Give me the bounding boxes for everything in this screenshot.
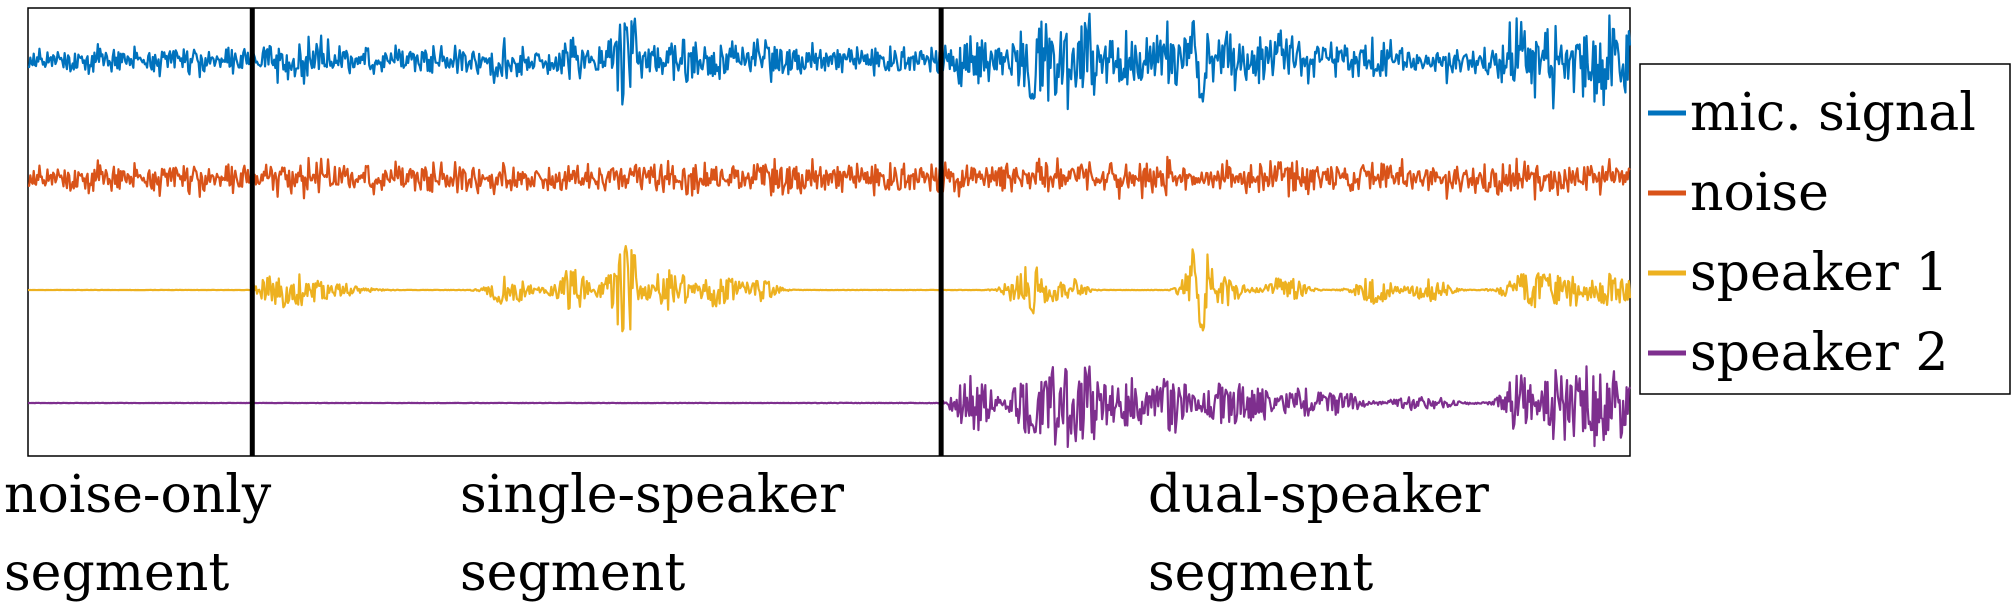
segment-label-noise-only-line2: segment [4, 543, 229, 603]
legend: mic. signal noise speaker 1 speaker 2 [1639, 63, 2011, 395]
series-line-speaker-2 [27, 365, 1632, 449]
series-line-speaker-1 [27, 245, 1632, 333]
legend-label-speaker-1: speaker 1 [1690, 243, 1949, 303]
plot-area [27, 7, 1631, 457]
segment-label-dual-speaker-line2: segment [1148, 543, 1373, 603]
series-line-mic-signal [27, 12, 1632, 111]
segment-labels: noise-only segment single-speaker segmen… [4, 465, 1489, 603]
series-line-noise [27, 155, 1631, 201]
segment-label-noise-only-line1: noise-only [4, 465, 272, 525]
waveform-group [27, 12, 1632, 449]
legend-label-mic-signal: mic. signal [1690, 83, 1976, 143]
segment-label-dual-speaker-line1: dual-speaker [1148, 465, 1489, 525]
segment-label-single-speaker-line1: single-speaker [460, 465, 844, 525]
legend-label-noise: noise [1690, 163, 1829, 223]
segment-label-single-speaker-line2: segment [460, 543, 685, 603]
legend-label-speaker-2: speaker 2 [1690, 323, 1949, 383]
segment-boundaries [249, 8, 944, 456]
legend-box [1639, 63, 2011, 395]
